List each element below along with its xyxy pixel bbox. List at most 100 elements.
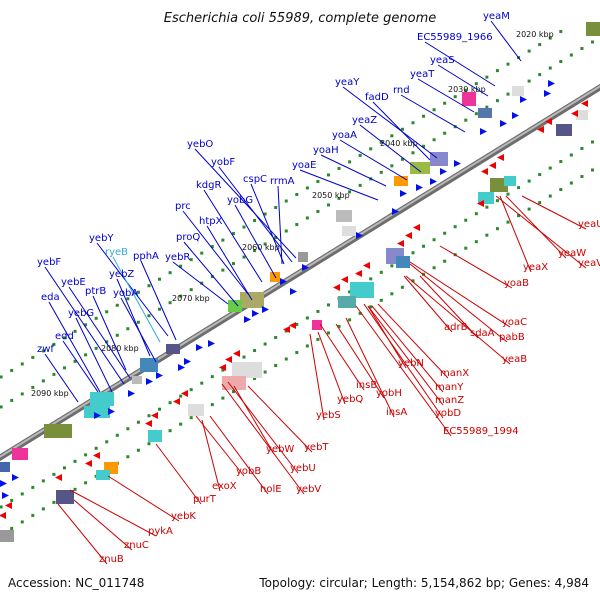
ruler-dot: [559, 60, 563, 64]
strand-arrow: [355, 270, 362, 277]
ruler-dot: [221, 368, 225, 372]
ruler-dot: [358, 311, 362, 315]
ruler-dot: [538, 43, 542, 47]
strand-arrow: [333, 284, 340, 291]
ruler-dot: [41, 379, 45, 383]
ruler-dot: [548, 166, 552, 170]
ruler-dot: [527, 79, 531, 83]
ruler-dot: [274, 206, 278, 210]
ruler-dot: [200, 281, 204, 285]
ruler-dot: [253, 377, 257, 381]
leader-line: [439, 245, 513, 289]
ruler-dot: [158, 277, 162, 281]
reverse-gene-label: yobH: [376, 388, 402, 399]
leader-line: [48, 301, 101, 393]
leader-line: [499, 195, 532, 273]
leader-line: [419, 275, 479, 339]
ruler-dot: [62, 466, 66, 470]
reverse-gene-label: yeaB: [502, 354, 527, 365]
kbp-tick-label: 2050 kbp: [312, 191, 350, 200]
kbp-tick-label: 2040 kbp: [380, 139, 418, 148]
forward-gene-label: yobA: [113, 288, 138, 299]
ruler-dot: [168, 271, 172, 275]
ruler-dot: [506, 192, 510, 196]
ruler-dot: [495, 69, 499, 73]
strand-arrow: [146, 378, 153, 385]
ruler-dot: [221, 396, 225, 400]
strand-arrow: [244, 316, 251, 323]
reverse-gene-label: yebT: [304, 442, 329, 453]
ruler-dot: [348, 160, 352, 164]
forward-gene-label: yebF: [37, 257, 61, 268]
ruler-dot: [41, 349, 45, 353]
ruler-dot: [20, 392, 24, 396]
ruler-dot: [242, 355, 246, 359]
leader-line: [183, 241, 239, 307]
leader-line: [359, 124, 422, 173]
ruler-dot: [527, 179, 531, 183]
forward-gene-label: yoaH: [313, 145, 339, 156]
strand-arrow: [12, 474, 19, 481]
ruler-dot: [115, 333, 119, 337]
forward-gene-label: yoaA: [332, 130, 357, 141]
leader-line: [505, 195, 567, 259]
ruler-dot: [94, 446, 98, 450]
strand-arrow: [581, 100, 588, 107]
strand-arrow: [184, 358, 191, 365]
gene-feature: [462, 92, 476, 106]
leader-line: [233, 385, 275, 455]
gene-feature: [232, 362, 262, 378]
ruler-dot: [559, 160, 563, 164]
ruler-dot: [263, 370, 267, 374]
label-leader-lines: [44, 20, 587, 565]
ruler-dot: [485, 205, 489, 209]
reverse-gene-label: yobD: [435, 408, 461, 419]
ruler-dot: [453, 95, 457, 99]
ruler-dot: [464, 246, 468, 250]
leader-line: [403, 275, 453, 333]
forward-gene-label: proQ: [176, 232, 200, 243]
ruler-dot: [464, 218, 468, 222]
ruler-dot: [495, 199, 499, 203]
strand-arrow: [571, 110, 578, 117]
ruler-dot: [179, 394, 183, 398]
ruler-dot: [337, 166, 341, 170]
strand-arrow: [283, 326, 290, 333]
leader-line: [355, 305, 452, 437]
ruler-dot: [10, 368, 14, 372]
leader-line: [62, 340, 99, 393]
ruler-dot: [305, 186, 309, 190]
ruler-dot: [20, 362, 24, 366]
strand-arrow: [262, 306, 269, 313]
forward-gene-label: yebG: [68, 308, 94, 319]
leader-line: [372, 101, 431, 161]
ruler-dot: [569, 153, 573, 157]
ruler-dot: [20, 520, 24, 524]
ruler-dot: [548, 36, 552, 40]
forward-gene-label: yebE: [61, 277, 86, 288]
reverse-gene-label: yeaV: [578, 258, 600, 269]
reverse-gene-label: yeaX: [523, 262, 548, 273]
ruler-dot: [126, 327, 130, 331]
reverse-gene-label: pabB: [499, 332, 525, 343]
ruler-dot: [210, 403, 214, 407]
strand-arrow: [2, 492, 9, 499]
gene-feature: [0, 462, 10, 472]
strand-arrow: [55, 474, 62, 481]
gene-feature: [298, 252, 308, 262]
ruler-dot: [295, 192, 299, 196]
ruler-dot: [295, 350, 299, 354]
strand-arrow: [252, 310, 259, 317]
strand-arrow: [416, 184, 423, 191]
ruler-dot: [580, 175, 584, 179]
ruler-dot: [284, 199, 288, 203]
forward-gene-label: yeaM: [483, 11, 510, 22]
ruler-dot: [527, 49, 531, 53]
reverse-gene-label: manY: [435, 382, 464, 393]
ruler-dot: [231, 390, 235, 394]
leader-line: [116, 278, 151, 357]
ruler-dot: [41, 507, 45, 511]
ruler-dot: [316, 337, 320, 341]
forward-gene-label: yeaT: [410, 69, 435, 80]
leader-line: [309, 333, 325, 421]
